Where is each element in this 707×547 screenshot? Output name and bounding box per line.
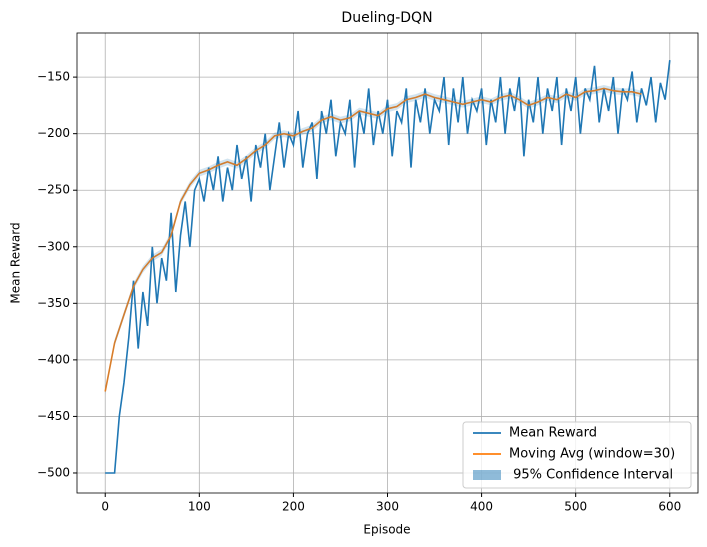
x-tick-label: 400 xyxy=(470,500,493,514)
x-tick-label: 100 xyxy=(188,500,211,514)
line xyxy=(104,87,642,392)
x-axis-label: Episode xyxy=(363,523,410,537)
plot-frame xyxy=(76,32,699,494)
legend-label: Mean Reward xyxy=(509,426,597,441)
x-tick-label: 600 xyxy=(658,500,681,514)
y-tick-label: −500 xyxy=(37,465,70,479)
y-tick-label: −350 xyxy=(37,296,70,310)
legend-swatch xyxy=(473,470,501,480)
x-tick-label: 0 xyxy=(101,500,109,514)
y-tick-label: −400 xyxy=(37,352,70,366)
chart-title: Dueling-DQN xyxy=(341,10,432,26)
line xyxy=(105,60,671,474)
legend-label: Moving Avg (window=30) xyxy=(509,447,675,462)
y-axis-label: Mean Reward xyxy=(9,222,23,303)
y-tick-label: −250 xyxy=(37,183,70,197)
y-tick-label: −450 xyxy=(37,409,70,423)
x-tick-label: 200 xyxy=(282,500,305,514)
legend-label: 95% Confidence Interval xyxy=(509,468,673,483)
y-tick-label: −200 xyxy=(37,126,70,140)
x-tick-label: 500 xyxy=(564,500,587,514)
x-tick-label: 300 xyxy=(376,500,399,514)
confidence-band xyxy=(105,85,642,395)
y-tick-label: −300 xyxy=(37,239,70,253)
legend-box xyxy=(462,421,692,489)
y-tick-label: −150 xyxy=(37,70,70,84)
